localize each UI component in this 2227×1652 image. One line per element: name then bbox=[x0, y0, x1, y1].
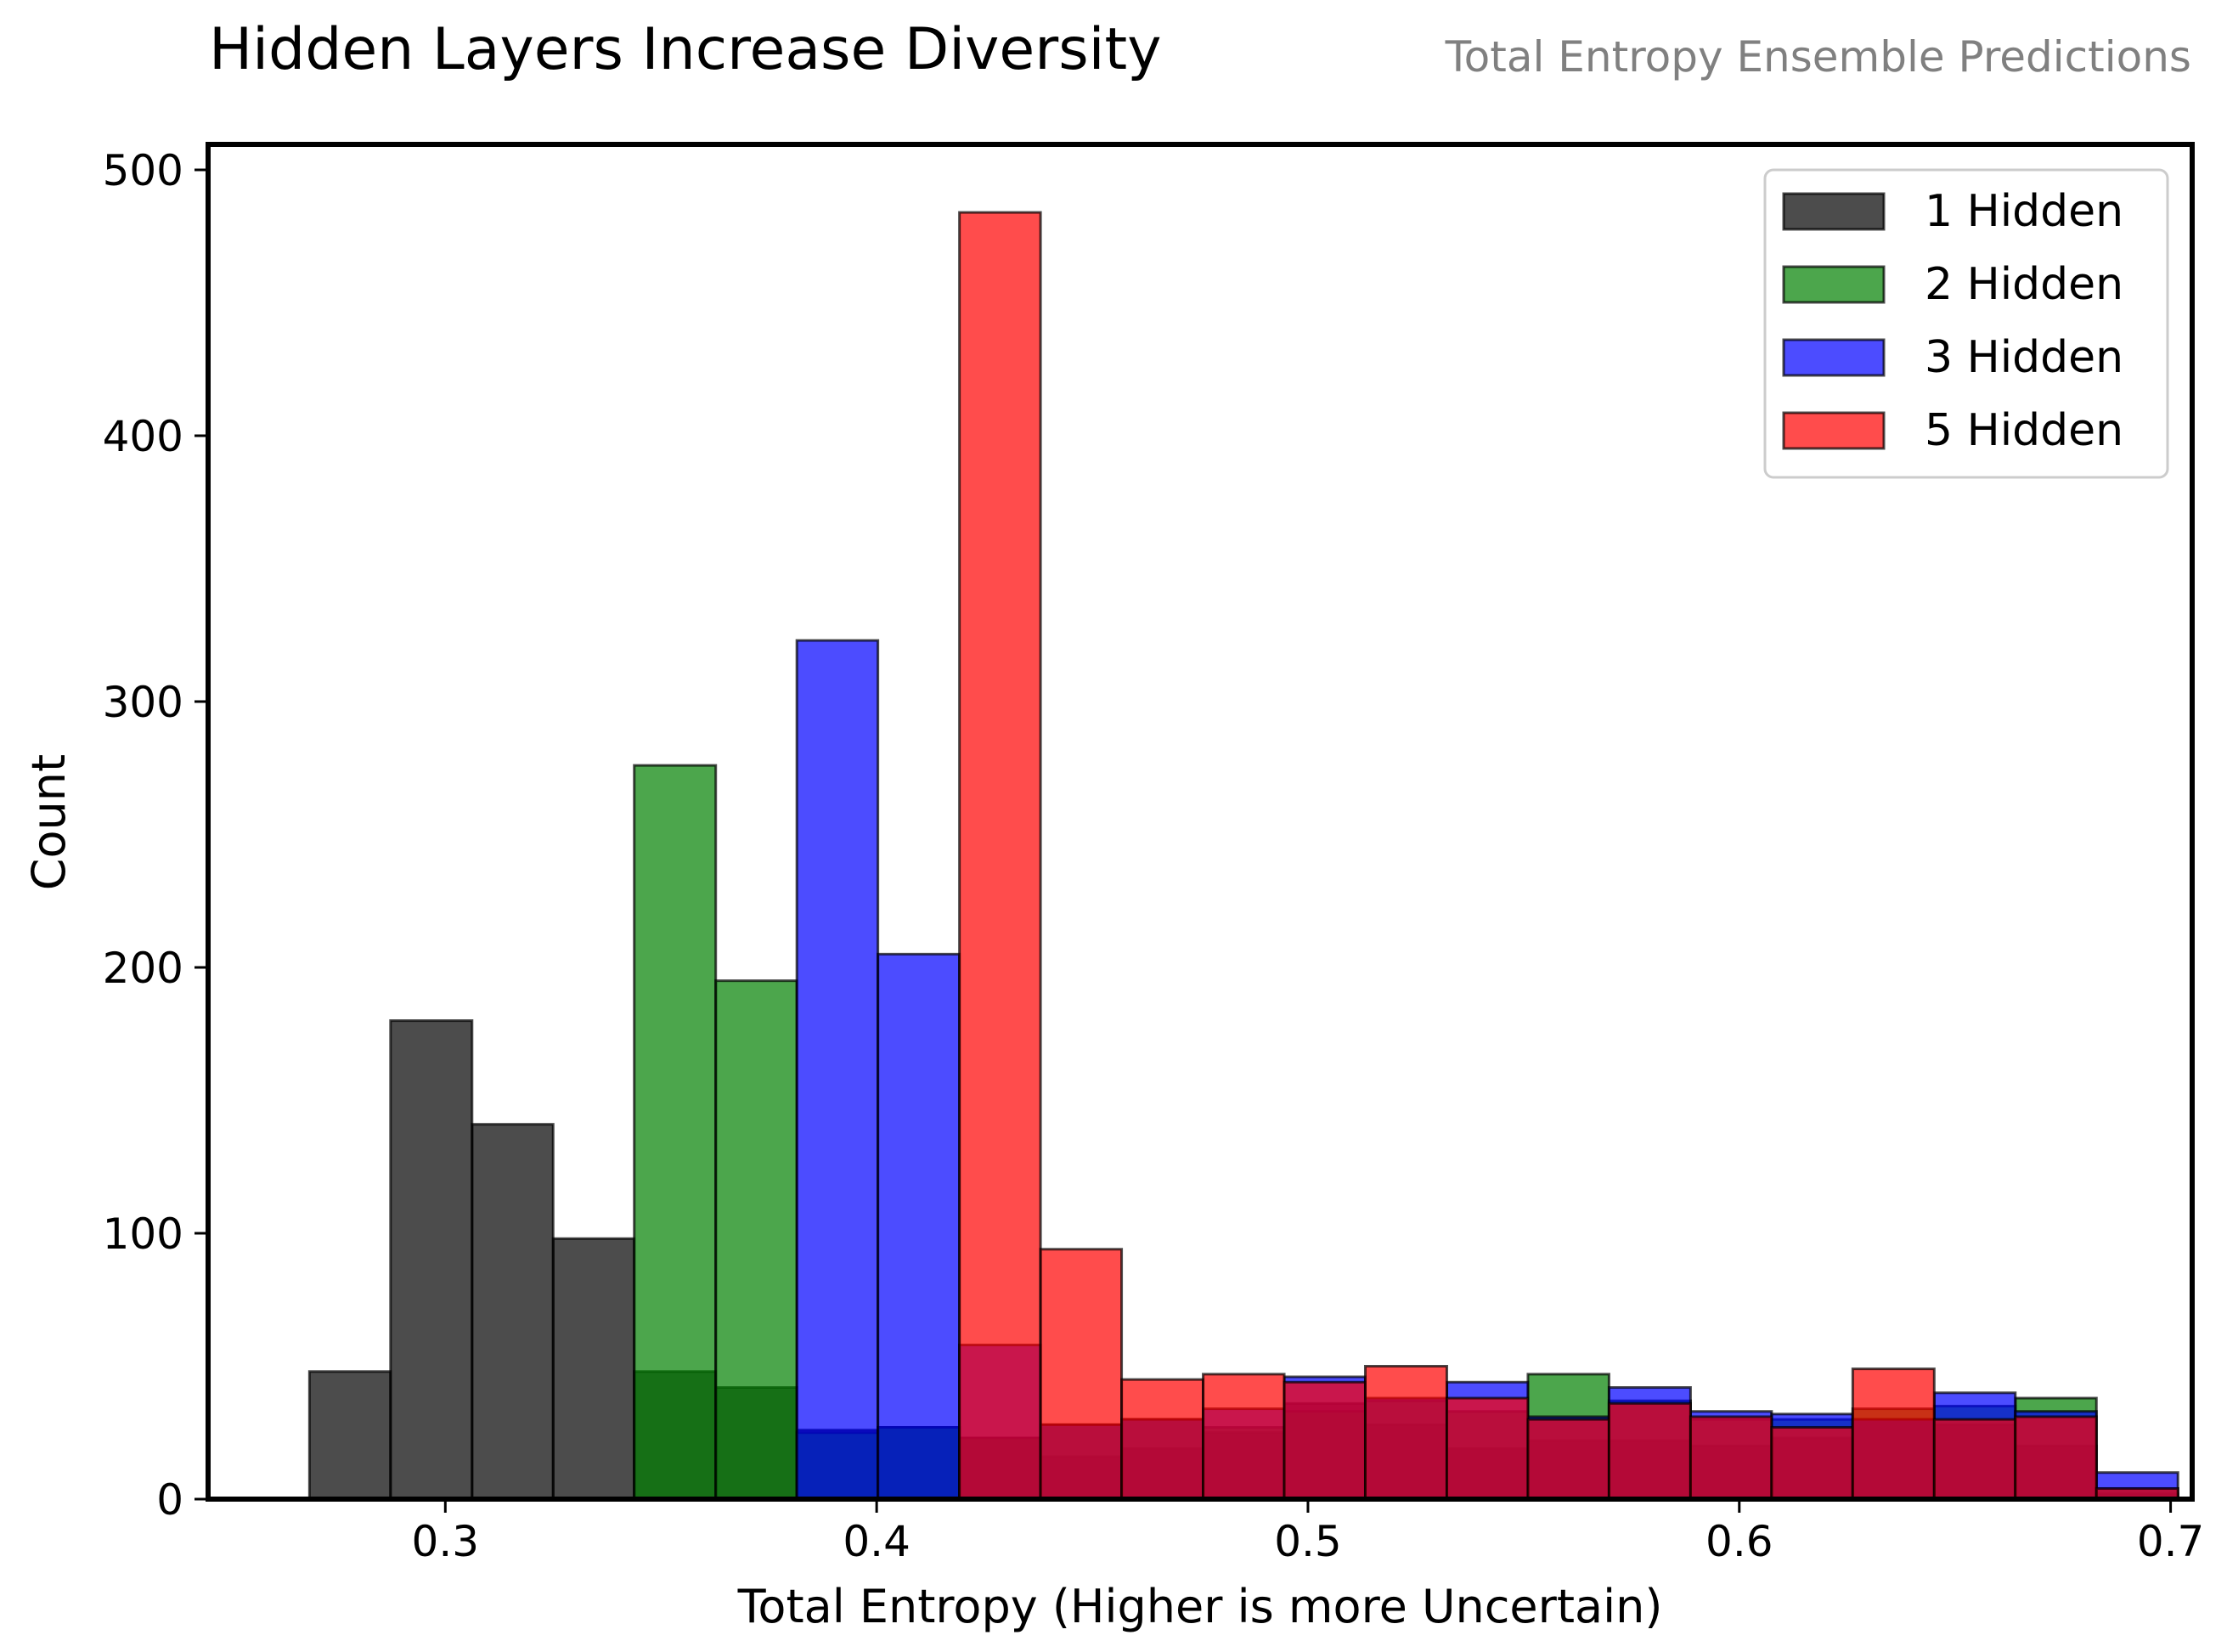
x-axis-label: Total Entropy (Higher is more Uncertain) bbox=[737, 1580, 1663, 1633]
legend-label: 2 Hidden bbox=[1925, 259, 2123, 310]
y-axis-label: Count bbox=[22, 754, 76, 890]
bar bbox=[1363, 1365, 1448, 1501]
plot-frame bbox=[206, 142, 2195, 1502]
legend-label: 1 Hidden bbox=[1925, 186, 2123, 237]
chart-subtitle: Total Entropy Ensemble Predictions bbox=[1445, 32, 2191, 82]
bar bbox=[1770, 1425, 1854, 1501]
legend-label: 5 Hidden bbox=[1925, 405, 2123, 456]
bar bbox=[1283, 1380, 1367, 1501]
legend-swatch bbox=[1782, 192, 1886, 231]
y-tick-label: 200 bbox=[103, 944, 183, 993]
bar bbox=[1932, 1418, 2017, 1501]
y-tick-label: 300 bbox=[103, 678, 183, 727]
series-4 bbox=[958, 211, 2179, 1501]
legend-entry: 1 Hidden bbox=[1782, 186, 2123, 237]
bar bbox=[551, 1237, 636, 1501]
bar bbox=[1607, 1401, 1692, 1501]
legend-entry: 5 Hidden bbox=[1782, 405, 2123, 456]
legend-swatch bbox=[1782, 265, 1886, 304]
x-tick-label: 0.7 bbox=[2137, 1517, 2205, 1566]
bar bbox=[2014, 1415, 2098, 1501]
bar bbox=[1039, 1248, 1124, 1501]
y-tick-label: 400 bbox=[103, 412, 183, 461]
x-tick-label: 0.4 bbox=[843, 1517, 911, 1566]
bar bbox=[958, 211, 1042, 1501]
y-tick-label: 500 bbox=[103, 146, 183, 195]
bar bbox=[307, 1370, 392, 1501]
bar bbox=[389, 1019, 474, 1501]
legend-frame bbox=[1763, 168, 2169, 479]
bar bbox=[1445, 1396, 1530, 1501]
legend-label: 3 Hidden bbox=[1925, 332, 2123, 383]
y-axis-ticks: 0 100 200 300 400 500 bbox=[103, 146, 208, 1525]
chart-title: Hidden Layers Increase Diversity bbox=[209, 16, 1161, 83]
bar bbox=[714, 979, 798, 1501]
x-tick-label: 0.3 bbox=[412, 1517, 480, 1566]
x-tick-label: 0.5 bbox=[1274, 1517, 1342, 1566]
bar bbox=[1689, 1415, 1773, 1501]
legend: 1 Hidden 2 Hidden 3 Hidden 5 Hidden bbox=[1763, 168, 2169, 479]
y-tick-label: 100 bbox=[103, 1209, 183, 1259]
bar bbox=[1851, 1367, 1936, 1501]
legend-items: 1 Hidden 2 Hidden 3 Hidden 5 Hidden bbox=[1782, 186, 2123, 456]
bar bbox=[795, 639, 880, 1501]
bar bbox=[1120, 1378, 1205, 1501]
bar bbox=[471, 1123, 555, 1501]
legend-swatch bbox=[1782, 338, 1886, 377]
x-axis-ticks: 0.3 0.4 0.5 0.6 0.7 bbox=[412, 1499, 2205, 1566]
bar bbox=[1202, 1373, 1286, 1501]
bar bbox=[877, 952, 961, 1501]
bar bbox=[1526, 1418, 1610, 1501]
x-tick-label: 0.6 bbox=[1705, 1517, 1773, 1566]
legend-entry: 3 Hidden bbox=[1782, 332, 2123, 383]
bars-layer bbox=[307, 211, 2179, 1501]
legend-swatch bbox=[1782, 411, 1886, 450]
legend-entry: 2 Hidden bbox=[1782, 259, 2123, 310]
y-tick-label: 0 bbox=[156, 1475, 183, 1525]
bar bbox=[633, 764, 718, 1501]
